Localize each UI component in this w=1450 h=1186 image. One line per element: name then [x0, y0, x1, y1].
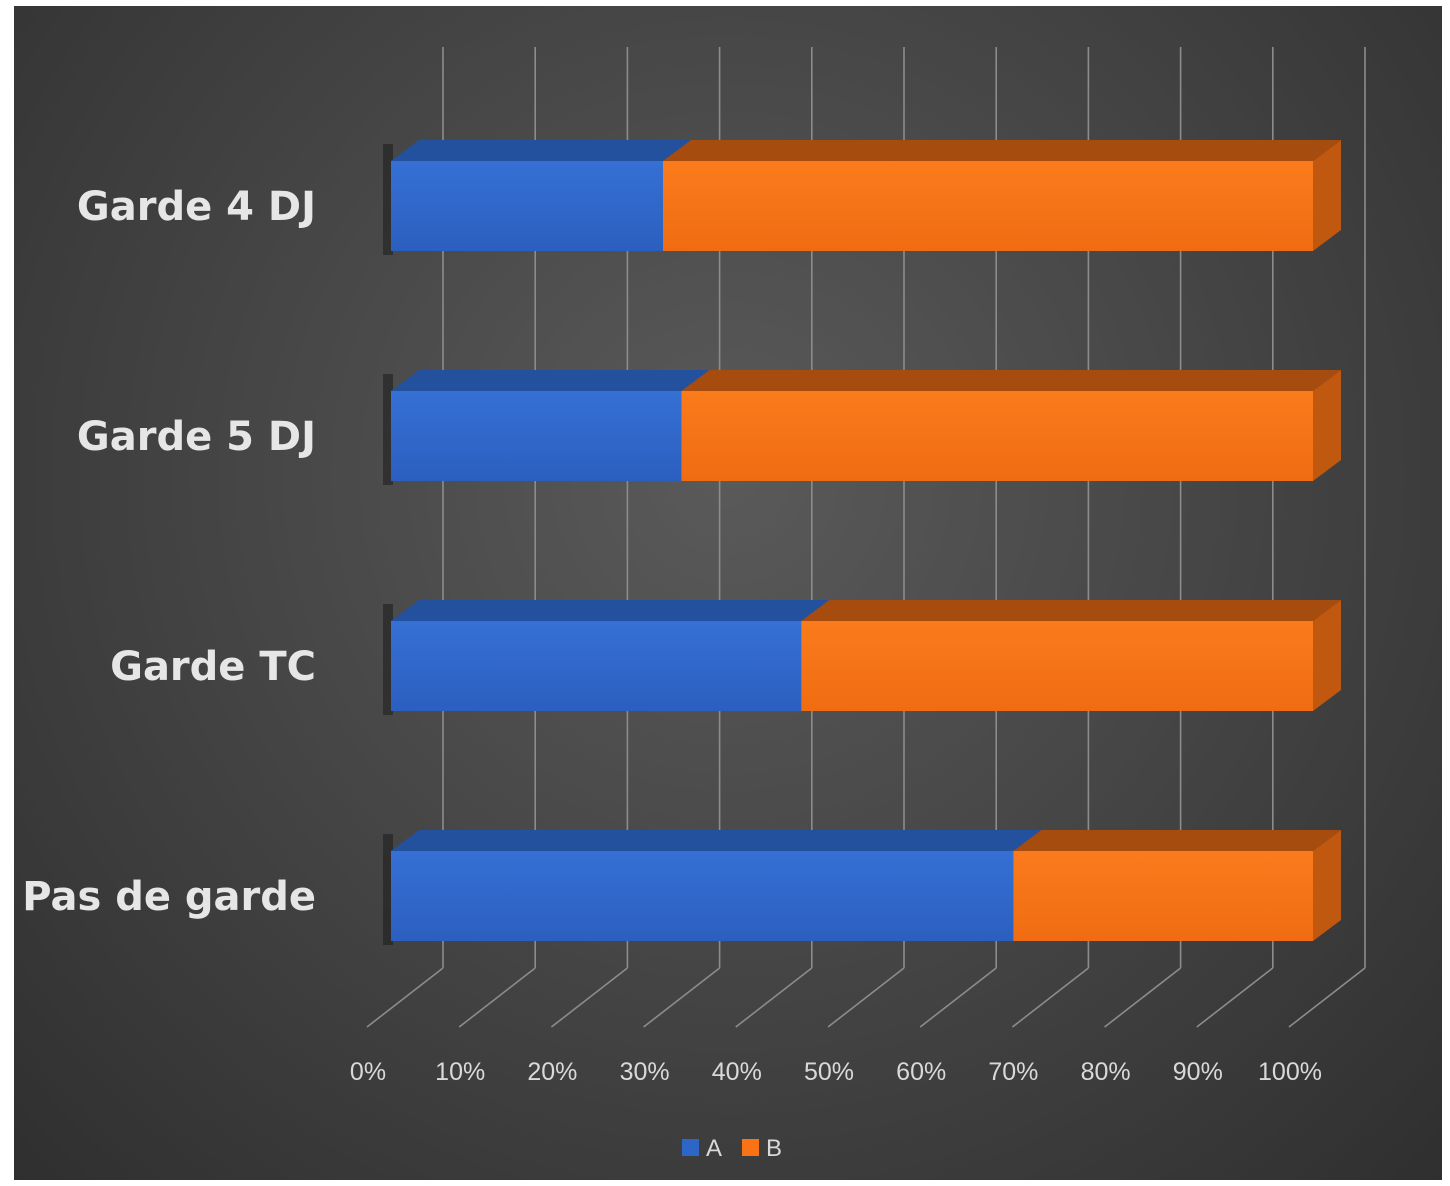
floor-gridline: [1011, 967, 1089, 1028]
bar-pas-de-garde-b-side: [1313, 830, 1341, 941]
bar-garde-tc-b-top: [801, 600, 1341, 621]
floor-gridline: [827, 967, 905, 1028]
bar-garde-5-dj-b-top: [681, 370, 1341, 391]
bar-pas-de-garde-a: [391, 851, 1014, 941]
legend-swatch-b: [742, 1139, 759, 1156]
floor-gridline: [1104, 967, 1182, 1028]
bar-garde-tc-a-top: [391, 600, 830, 621]
bar-shadow: [383, 374, 393, 485]
bar-pas-de-garde-a-top: [391, 830, 1042, 851]
category-labels: Garde 4 DJ Garde 5 DJ Garde TC Pas de garde: [22, 184, 316, 920]
bar-garde-4-dj-b: [662, 161, 1313, 251]
floor-gridline: [735, 967, 813, 1028]
bar-garde-tc-b: [801, 621, 1313, 711]
floor-gridline: [550, 967, 628, 1028]
bar-garde-5-dj-b: [681, 391, 1313, 481]
bar-garde-tc-b-side: [1313, 600, 1341, 711]
x-tick-label: 10%: [435, 1058, 485, 1086]
legend-label-b: B: [766, 1135, 782, 1162]
x-tick-label: 90%: [1173, 1058, 1223, 1086]
bar-garde-4-dj-b-side: [1313, 140, 1341, 251]
bar-shadow: [383, 604, 393, 715]
bar-shadow: [383, 144, 393, 255]
bar-pas-de-garde-b: [1013, 851, 1313, 941]
x-axis-tick-labels: 0% 10% 20% 30% 40% 50% 60% 70% 80% 90% 100%: [350, 1058, 1322, 1086]
category-label-garde-tc: Garde TC: [110, 644, 316, 690]
x-tick-label: 50%: [804, 1058, 854, 1086]
legend-label-a: A: [706, 1135, 722, 1162]
category-label-garde-4-dj: Garde 4 DJ: [77, 184, 316, 230]
x-tick-label: 30%: [620, 1058, 670, 1086]
x-tick-label: 100%: [1258, 1058, 1322, 1086]
floor-gridline: [919, 967, 997, 1028]
x-tick-label: 40%: [712, 1058, 762, 1086]
x-tick-label: 70%: [988, 1058, 1038, 1086]
x-tick-label: 20%: [527, 1058, 577, 1086]
bars: [383, 140, 1341, 945]
legend-swatch-a: [682, 1139, 699, 1156]
bar-pas-de-garde-b-top: [1013, 830, 1341, 851]
category-label-pas-de-garde: Pas de garde: [22, 874, 316, 920]
floor-gridline: [643, 967, 721, 1028]
floor-gridline: [1288, 967, 1366, 1028]
bar-garde-5-dj-a: [391, 391, 682, 481]
category-label-garde-5-dj: Garde 5 DJ: [77, 414, 316, 460]
floor-gridline: [1196, 967, 1274, 1028]
x-tick-label: 80%: [1081, 1058, 1131, 1086]
bar-garde-4-dj-a-top: [391, 140, 691, 161]
bar-shadow: [383, 834, 393, 945]
bar-garde-5-dj-b-side: [1313, 370, 1341, 481]
bar-garde-4-dj-a: [391, 161, 663, 251]
bar-garde-4-dj-b-top: [662, 140, 1341, 161]
bar-garde-tc-a: [391, 621, 802, 711]
x-tick-label: 0%: [350, 1058, 386, 1086]
floor-gridline: [458, 967, 536, 1028]
bar-garde-5-dj-a-top: [391, 370, 710, 391]
x-tick-label: 60%: [896, 1058, 946, 1086]
floor-gridline: [366, 967, 444, 1028]
